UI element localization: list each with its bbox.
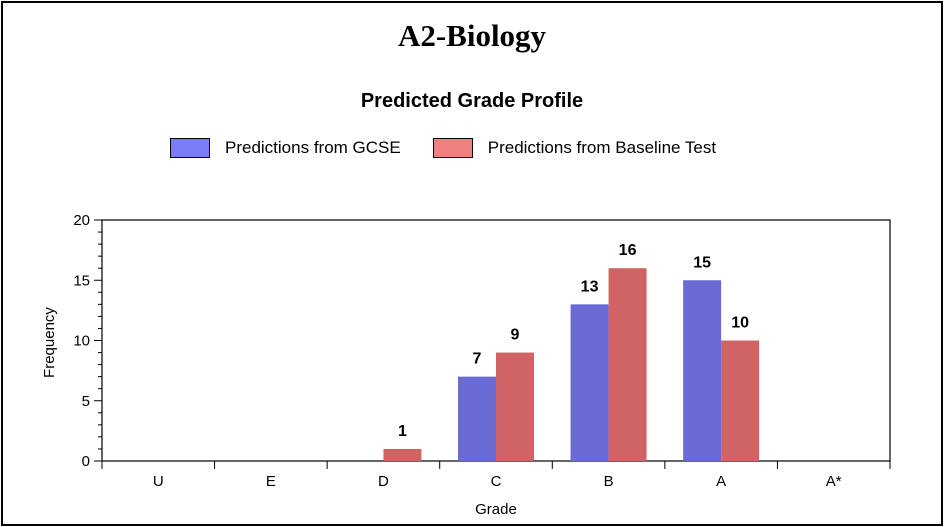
bar-chart: 0 5 10 15 20 U E D 1 C 7 9 B 13 16 A 15 10 A* Grade Frequenc… — [0, 0, 944, 527]
x-tick-label: E — [266, 473, 276, 490]
y-tick-label: 10 — [73, 333, 90, 350]
x-tick-label: A — [716, 473, 726, 490]
bar-baseline — [721, 341, 759, 462]
x-axis-label: Grade — [475, 501, 517, 518]
y-tick-label: 0 — [82, 453, 90, 470]
y-tick-label: 15 — [73, 272, 90, 289]
data-label: 13 — [581, 278, 599, 295]
x-tick-label: B — [604, 473, 614, 490]
data-label: 10 — [731, 315, 749, 332]
bar-gcse — [571, 304, 609, 461]
data-label: 7 — [473, 351, 482, 368]
x-tick-label: C — [491, 473, 502, 490]
data-label: 9 — [511, 327, 520, 344]
bar-gcse — [458, 377, 496, 461]
bar-gcse — [683, 280, 721, 461]
y-tick-label: 20 — [73, 212, 90, 229]
data-label: 1 — [398, 423, 407, 440]
x-tick-label: U — [153, 473, 164, 490]
bar-baseline — [496, 353, 534, 461]
y-axis-label: Frequency — [41, 307, 58, 378]
x-tick-label: A* — [826, 473, 842, 490]
data-label: 15 — [693, 254, 711, 271]
data-label: 16 — [619, 242, 637, 259]
bar-baseline — [609, 268, 647, 461]
y-tick-label: 5 — [82, 393, 90, 410]
x-tick-label: D — [378, 473, 389, 490]
bar-baseline — [383, 449, 421, 461]
